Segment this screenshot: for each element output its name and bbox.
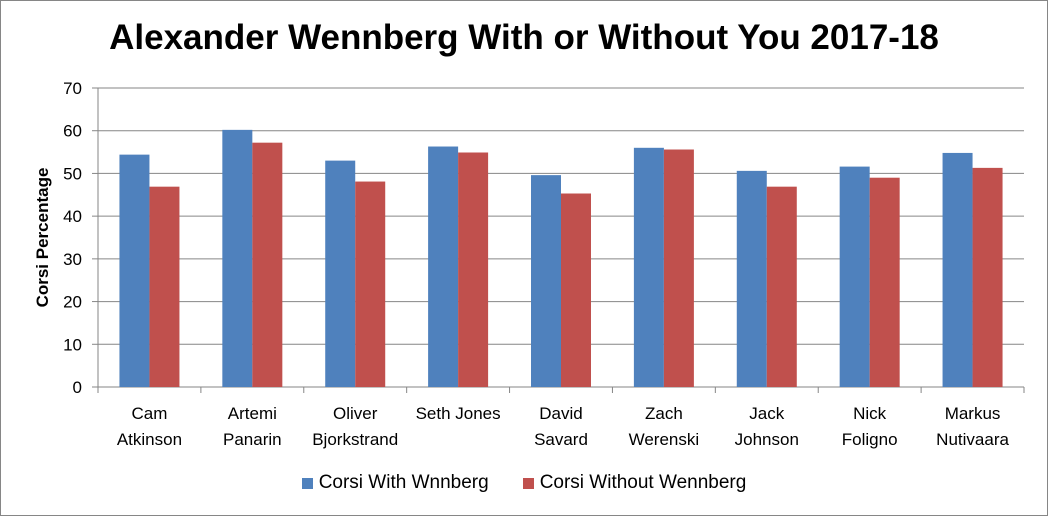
bar	[119, 154, 150, 387]
bar	[531, 175, 561, 387]
bar	[149, 186, 180, 387]
x-tick-label: Werenski	[629, 430, 700, 449]
x-tick-label: Markus	[945, 404, 1001, 423]
bar	[325, 160, 356, 387]
x-tick-label: David	[539, 404, 582, 423]
legend-label: Corsi Without Wennberg	[539, 472, 747, 493]
x-tick-label: Zach	[645, 404, 683, 423]
bar	[663, 149, 694, 387]
x-tick-label: Savard	[534, 430, 588, 449]
x-tick-label: Atkinson	[117, 430, 182, 449]
bar	[972, 167, 1003, 387]
bar	[355, 181, 386, 387]
legend-item: Corsi With Wnnberg	[301, 472, 489, 494]
x-tick-label: Nutivaara	[936, 430, 1009, 449]
y-tick-label: 10	[63, 335, 82, 354]
y-tick-label: 0	[73, 378, 82, 397]
x-tick-label: Jack	[749, 404, 784, 423]
x-tick-label: Foligno	[842, 430, 898, 449]
y-tick-label: 40	[63, 207, 82, 226]
bar	[869, 177, 900, 387]
legend-item: Corsi Without Wennberg	[522, 472, 747, 494]
x-tick-label: Panarin	[223, 430, 282, 449]
bar	[633, 147, 664, 387]
y-tick-label: 70	[63, 79, 82, 98]
x-tick-label: Johnson	[735, 430, 799, 449]
x-tick-label: Nick	[853, 404, 887, 423]
x-tick-label: Seth Jones	[416, 404, 501, 423]
y-tick-label: 30	[63, 250, 82, 269]
x-tick-label: Oliver	[333, 404, 378, 423]
bar	[561, 193, 591, 387]
bar	[766, 186, 797, 387]
bar	[839, 166, 870, 387]
legend-label: Corsi With Wnnberg	[318, 472, 489, 493]
x-tick-label: Artemi	[228, 404, 277, 423]
y-tick-label: 20	[63, 293, 82, 312]
legend-swatch	[301, 477, 313, 489]
chart-title: Alexander Wennberg With or Without You 2…	[109, 18, 939, 57]
y-axis-label: Corsi Percentage	[33, 168, 52, 308]
y-tick-label: 50	[63, 164, 82, 183]
bar	[942, 152, 973, 387]
x-tick-label: Bjorkstrand	[312, 430, 398, 449]
x-tick-label: Cam	[131, 404, 167, 423]
bar	[736, 170, 767, 387]
bar	[252, 142, 283, 387]
y-tick-label: 60	[63, 122, 82, 141]
bar	[458, 152, 489, 387]
bar	[428, 146, 459, 387]
legend-swatch	[522, 477, 534, 489]
legend: Corsi With Wnnberg Corsi Without Wennberg	[0, 472, 1048, 494]
bar	[222, 129, 253, 388]
